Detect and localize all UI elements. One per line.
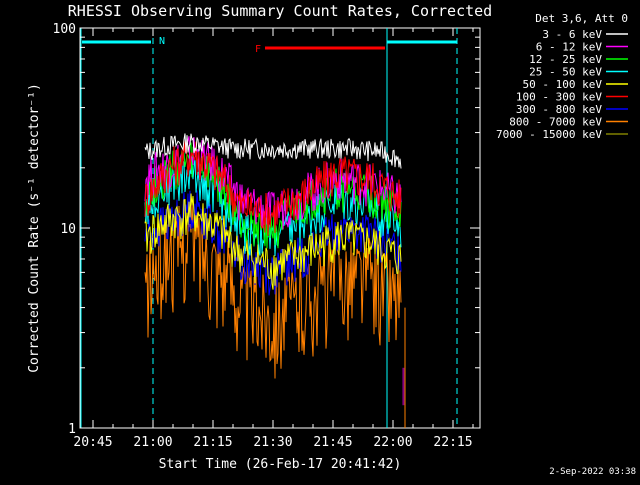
series-line: [144, 201, 402, 379]
x-tick-label: 21:00: [133, 435, 172, 450]
legend-entry-label: 6 - 12 keV: [536, 41, 603, 54]
x-tick-label: 21:45: [313, 435, 352, 450]
axis-layer: 20:45 21:00 21:15 21:30 21:45 22:00 22:15 1 10 10…: [53, 22, 480, 450]
y-tick-label: 100: [53, 22, 76, 37]
x-tick-label: 20:45: [73, 435, 112, 450]
x-tick-label: 22:15: [433, 435, 472, 450]
legend-entry-label: 3 - 6 keV: [542, 28, 602, 41]
legend-entry-label: 800 - 7000 keV: [509, 116, 602, 129]
x-tick-label: 21:15: [193, 435, 232, 450]
night-annotation-label: N: [159, 36, 165, 47]
series-line: [144, 193, 402, 290]
legend-entry-label: 7000 - 15000 keV: [496, 128, 602, 141]
legend-entry-label: 50 - 100 keV: [523, 78, 603, 91]
legend-entry-label: 25 - 50 keV: [529, 66, 602, 79]
flare-annotation-label: F: [255, 44, 261, 55]
y-tick-label: 1: [68, 422, 76, 437]
date-stamp: 2-Sep-2022 03:38: [549, 467, 636, 477]
legend-entry-label: 100 - 300 keV: [516, 91, 602, 104]
legend-title: Det 3,6, Att 0: [535, 12, 628, 25]
chart-title: RHESSI Observing Summary Count Rates, Co…: [68, 2, 492, 20]
x-tick-label: 21:30: [253, 435, 292, 450]
series-line: [144, 190, 402, 296]
plot-frame: [79, 27, 481, 429]
series-line: [144, 140, 402, 236]
y-axis-label: Corrected Count Rate (s⁻¹ detector⁻¹): [27, 83, 42, 373]
series-line: [144, 142, 402, 249]
legend-entry-label: 12 - 25 keV: [529, 53, 602, 66]
y-tick-label: 10: [60, 222, 76, 237]
series-line: [144, 133, 402, 169]
series-layer: [144, 133, 406, 428]
x-axis-label: Start Time (26-Feb-17 20:41:42): [159, 457, 402, 472]
x-tick-label: 22:00: [373, 435, 412, 450]
annotation-layer: F: [255, 44, 385, 55]
legend-entry-label: 300 - 800 keV: [516, 103, 602, 116]
